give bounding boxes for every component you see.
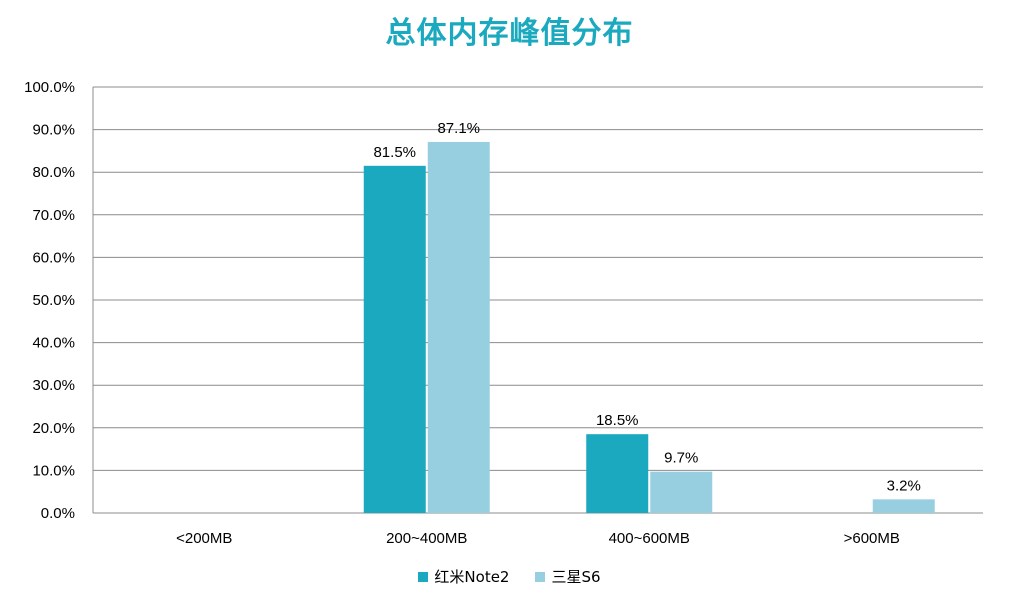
- data-label: 9.7%: [664, 450, 698, 467]
- y-tick-label: 90.0%: [32, 122, 75, 139]
- bar: [427, 141, 490, 514]
- y-tick-label: 70.0%: [32, 207, 75, 224]
- legend-swatch-series-2: [535, 571, 546, 582]
- chart-title: 总体内存峰值分布: [385, 16, 634, 51]
- x-tick-label: 400~600MB: [609, 530, 690, 547]
- bar: [363, 165, 426, 513]
- data-label: 81.5%: [373, 144, 416, 161]
- y-tick-label: 30.0%: [32, 377, 75, 394]
- legend-swatch-series-1: [418, 571, 429, 582]
- x-tick-label: >600MB: [844, 530, 900, 547]
- data-label: 18.5%: [596, 412, 639, 429]
- bar: [586, 434, 649, 513]
- y-tick-label: 100.0%: [24, 79, 75, 96]
- bar: [650, 471, 713, 513]
- y-tick-label: 40.0%: [32, 335, 75, 352]
- legend-item-series-2: 三星S6: [535, 566, 601, 587]
- y-tick-label: 10.0%: [32, 462, 75, 479]
- bar: [872, 499, 935, 513]
- y-tick-label: 80.0%: [32, 164, 75, 181]
- legend-label-series-2: 三星S6: [551, 568, 601, 586]
- data-label: 87.1%: [437, 120, 480, 137]
- data-label: 3.2%: [887, 477, 921, 494]
- y-tick-label: 20.0%: [32, 420, 75, 437]
- x-tick-label: <200MB: [176, 530, 232, 547]
- legend-label-series-1: 红米Note2: [434, 568, 510, 586]
- legend: 红米Note2 三星S6: [0, 566, 1019, 587]
- x-tick-label: 200~400MB: [386, 530, 467, 547]
- legend-item-series-1: 红米Note2: [418, 566, 509, 587]
- y-tick-label: 60.0%: [32, 249, 75, 266]
- y-tick-label: 0.0%: [41, 505, 75, 522]
- y-tick-label: 50.0%: [32, 292, 75, 309]
